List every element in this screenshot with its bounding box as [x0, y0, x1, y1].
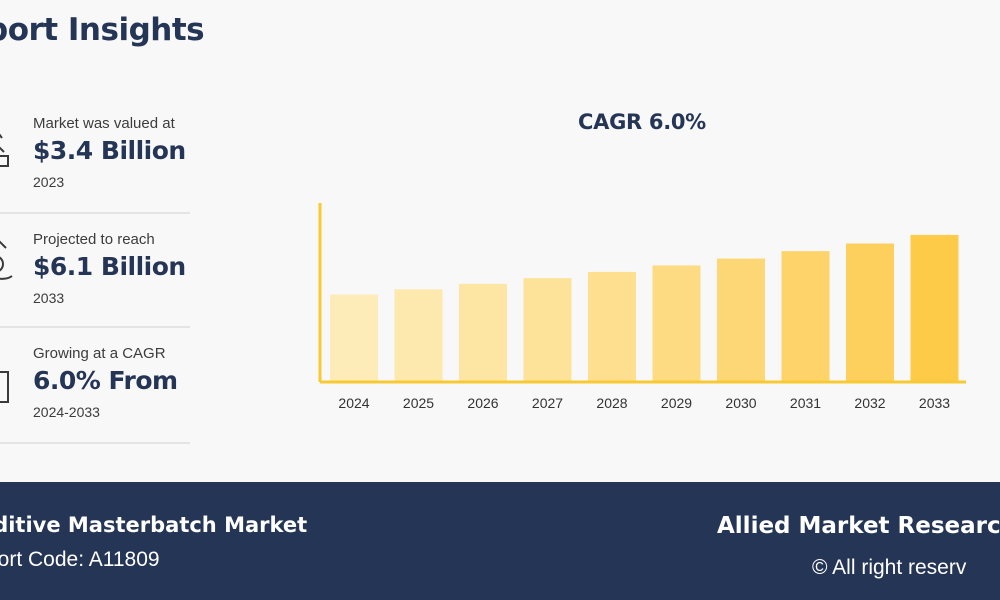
footer-brand: Allied Market Researc	[717, 513, 1000, 539]
x-tick-label: 2031	[790, 395, 821, 411]
stat-projected-value: Projected to reach $6.1 Billion 2033	[0, 214, 190, 328]
x-tick-label: 2028	[596, 395, 627, 411]
page-title: port Insights	[0, 12, 205, 48]
bar-2030	[717, 258, 765, 381]
x-tick-label: 2024	[338, 395, 369, 411]
bar-2027	[523, 278, 572, 381]
stat-label: Growing at a CAGR	[33, 345, 166, 362]
bar-chart: 2024 2025 2026 2027 2028 2029 2030 2031 2032 2033	[318, 203, 966, 411]
x-tick-label: 2032	[854, 395, 885, 411]
bar-2024	[330, 294, 378, 381]
chart-title: CAGR 6.0%	[578, 110, 706, 134]
stat-year: 2023	[33, 174, 65, 190]
stat-label: Market was valued at	[33, 115, 175, 132]
stat-value: $3.4 Billion	[33, 136, 186, 165]
bar-2025	[394, 289, 443, 381]
x-tick-label: 2025	[403, 395, 434, 411]
stat-value: $6.1 Billion	[33, 252, 186, 281]
money-hand-icon	[0, 133, 9, 167]
x-tick-label: 2030	[725, 395, 756, 411]
stat-market-value: Market was valued at $3.4 Billion 2023	[0, 98, 190, 214]
bar-2026	[459, 283, 507, 381]
bar-2031	[781, 251, 830, 381]
stat-label: Projected to reach	[33, 231, 155, 248]
stats-panel: Market was valued at $3.4 Billion 2023 P…	[0, 98, 190, 444]
x-tick-label: 2026	[467, 395, 498, 411]
bar-2032	[846, 243, 894, 381]
bar-2033	[910, 234, 959, 381]
stat-value: 6.0% From	[33, 366, 178, 395]
footer-rights: © All right reserv	[812, 556, 967, 579]
bar-2028	[588, 271, 636, 381]
footer-report-code: port Code: A11809	[0, 548, 160, 571]
x-tick-label: 2033	[919, 395, 950, 411]
footer-market-name: lditive Masterbatch Market	[0, 513, 308, 537]
stat-cagr: Growing at a CAGR 6.0% From 2024-2033	[0, 328, 190, 444]
x-tick-label: 2027	[532, 395, 563, 411]
stat-year: 2024-2033	[33, 404, 100, 420]
bar-2029	[652, 265, 701, 381]
coin-growth-icon	[0, 240, 13, 280]
footer: lditive Masterbatch Market port Code: A1…	[0, 482, 1000, 600]
growth-chart-icon	[0, 371, 9, 403]
x-tick-label: 2029	[661, 395, 692, 411]
stat-year: 2033	[33, 290, 65, 306]
